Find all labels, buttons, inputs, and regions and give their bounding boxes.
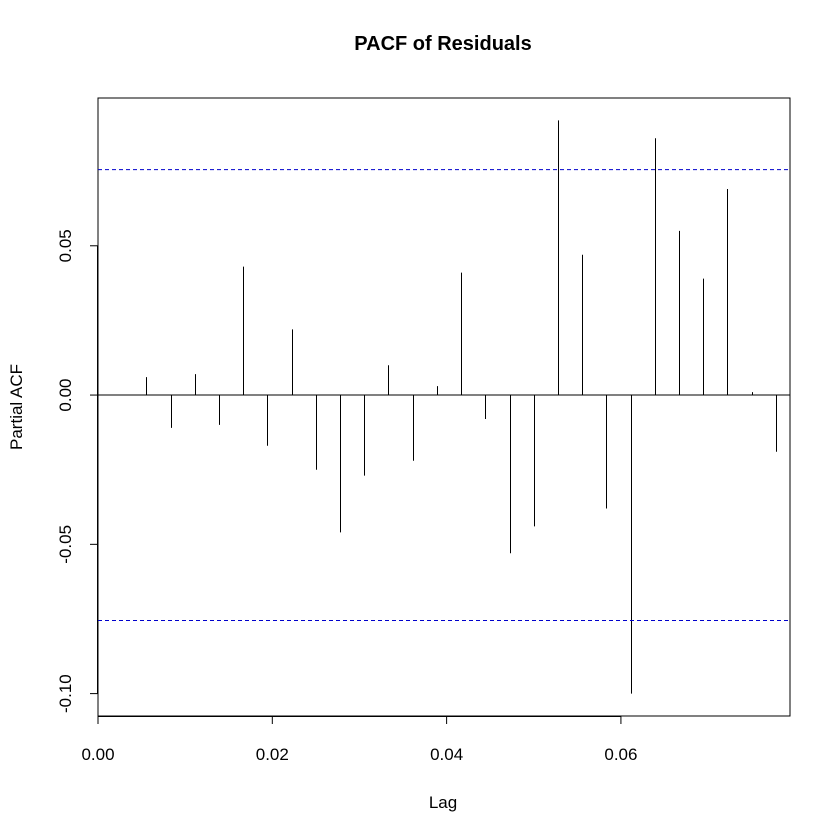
x-tick-label-3: 0.06 (604, 745, 637, 764)
y-tick-label-2: 0.00 (56, 379, 75, 412)
x-tick-label-0: 0.00 (81, 745, 114, 764)
x-axis: 0.00 0.02 0.04 0.06 (81, 716, 637, 764)
confidence-bounds (98, 169, 790, 621)
y-axis-label: Partial ACF (7, 364, 26, 450)
x-tick-label-2: 0.04 (430, 745, 463, 764)
chart-title: PACF of Residuals (354, 33, 531, 55)
y-tick-label-1: -0.05 (56, 525, 75, 564)
y-tick-label-3: 0.05 (56, 229, 75, 262)
y-axis: -0.10 -0.05 0.00 0.05 (56, 229, 98, 713)
y-tick-label-0: -0.10 (56, 674, 75, 713)
x-tick-label-1: 0.02 (256, 745, 289, 764)
plot-frame (97, 97, 791, 717)
x-axis-label: Lag (429, 793, 457, 812)
pacf-bars (98, 120, 790, 694)
